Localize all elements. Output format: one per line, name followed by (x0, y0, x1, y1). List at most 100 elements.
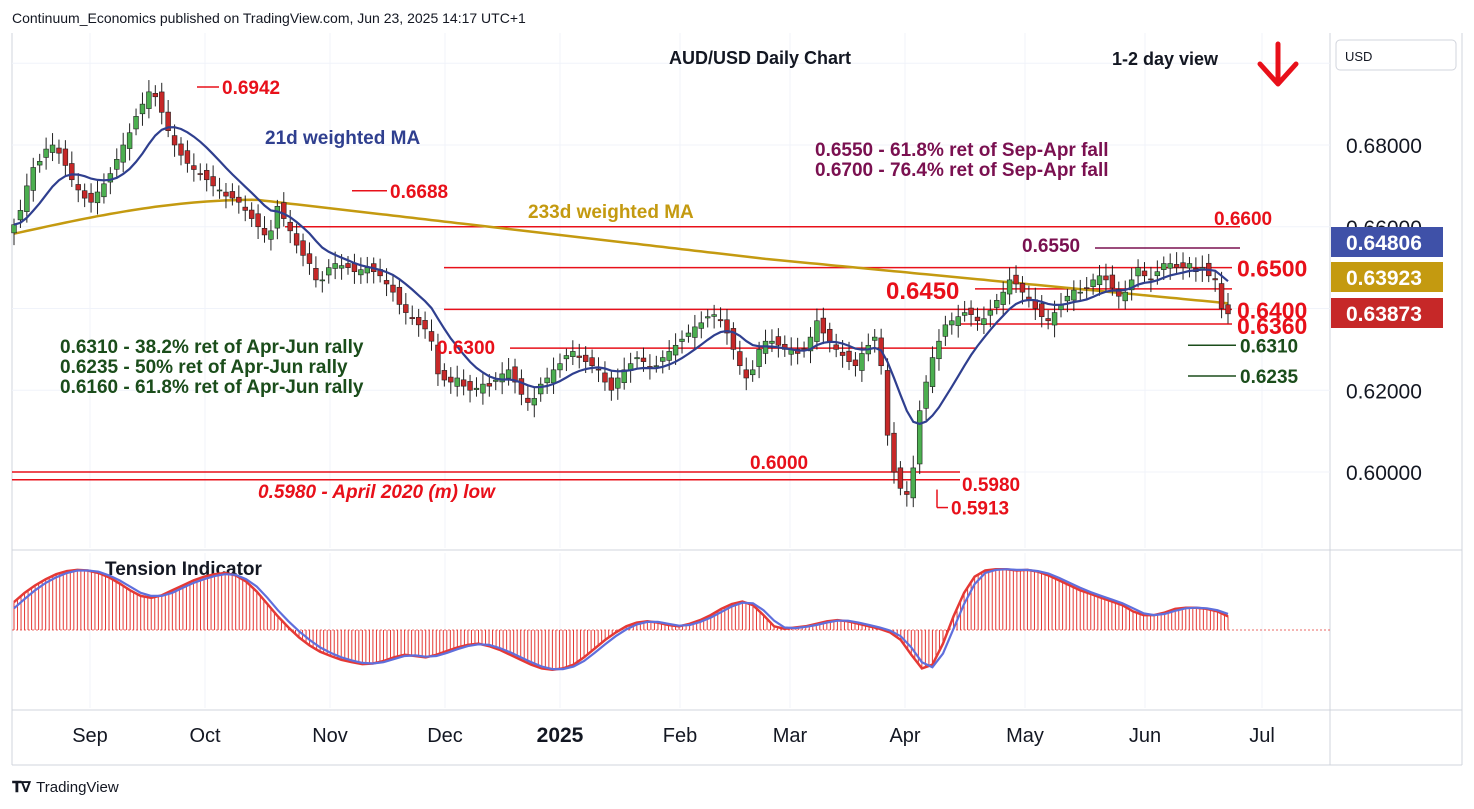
currency-box (1335, 39, 1457, 71)
candle (69, 151, 75, 187)
x-tick-label: Sep (72, 725, 108, 747)
candle-body (422, 320, 428, 330)
candle (1173, 252, 1180, 275)
candle (56, 139, 62, 164)
candle (114, 148, 120, 179)
candle-body (107, 173, 114, 183)
candle (1122, 280, 1128, 310)
ma21-line (13, 126, 1229, 426)
candle (512, 358, 518, 394)
candle (268, 219, 274, 251)
candle-body (518, 378, 525, 395)
candle (634, 351, 640, 368)
candle-body (287, 221, 293, 232)
candle-body (210, 176, 216, 187)
candle (1051, 300, 1058, 338)
x-tick-label: Mar (773, 725, 808, 747)
fib-note: 0.6550 - 61.8% ret of Sep-Apr fall (815, 140, 1109, 161)
candle (75, 173, 81, 203)
level-label: 0.6450 (886, 278, 959, 305)
candle-body (1141, 270, 1148, 277)
candle (1045, 309, 1051, 330)
candle (255, 204, 261, 240)
candle-body (396, 286, 403, 305)
candle (1090, 273, 1096, 295)
candle (660, 350, 666, 374)
down-arrow-icon (1257, 41, 1299, 87)
candle-body (1051, 312, 1058, 326)
candle (711, 304, 717, 329)
candle-body (769, 340, 775, 344)
candle-body (1064, 295, 1071, 302)
candle-body (897, 467, 904, 489)
candle-body (737, 351, 743, 367)
candle-body (236, 196, 242, 203)
support-note: 0.6310 - 38.2% ret of Apr-Jun rally (60, 337, 364, 358)
candle-body (550, 369, 557, 384)
candle-body (17, 210, 24, 221)
candle (737, 340, 743, 375)
candle-body (1212, 278, 1218, 281)
candle (608, 370, 615, 401)
candle-body (1071, 289, 1077, 301)
candle-body (43, 148, 49, 158)
candle (467, 374, 473, 403)
candle-body (326, 267, 332, 276)
candle (319, 271, 326, 293)
price-badge (1331, 227, 1443, 257)
candle (987, 299, 994, 328)
tradingview-footer[interactable]: 𝐓∇ TradingView (12, 778, 119, 797)
candle-body (358, 269, 364, 276)
candle-body (512, 366, 518, 383)
candle-body (1135, 267, 1141, 277)
candle (531, 387, 537, 418)
candle-body (390, 284, 396, 293)
candle-body (480, 383, 486, 394)
candle-body (525, 397, 531, 403)
level-label: 0.5980 (962, 475, 1020, 496)
candle-body (827, 328, 833, 342)
candle (1096, 265, 1103, 296)
candle-body (300, 240, 306, 256)
candle (480, 371, 486, 405)
candle-body (660, 357, 666, 362)
tension-line (13, 567, 1229, 671)
candle-body (1013, 274, 1019, 285)
candle-body (1154, 271, 1161, 277)
candle-body (955, 316, 961, 326)
candle-body (255, 213, 261, 228)
candle-body (608, 377, 615, 391)
candle-body (1173, 264, 1180, 268)
candle-body (120, 144, 126, 163)
candle (505, 358, 512, 386)
down-arrow-head (1257, 61, 1299, 87)
candle-body (544, 377, 550, 384)
candle-body (319, 279, 326, 282)
candle-body (904, 491, 910, 495)
peak-label: 0.6688 (390, 182, 448, 203)
candle (724, 309, 730, 345)
candle (486, 374, 493, 397)
candle-body (698, 322, 704, 329)
candle-body (203, 170, 210, 181)
candle-body (576, 355, 582, 358)
candle-body (602, 372, 608, 383)
level-label: 0.6500 (1237, 256, 1307, 282)
candle (358, 257, 364, 284)
candle-body (711, 314, 717, 317)
candle (203, 163, 210, 192)
candle (1135, 259, 1141, 288)
candle (428, 319, 435, 351)
candle-body (872, 336, 878, 341)
candle-body (197, 173, 203, 175)
candle (833, 333, 839, 358)
april-2020-low-note: 0.5980 - April 2020 (m) low (258, 482, 496, 503)
candle-body (756, 349, 762, 367)
tradingview-brand: TradingView (36, 778, 119, 796)
candle (178, 137, 184, 166)
candle (146, 80, 152, 119)
candle (216, 177, 223, 199)
candle-body (1128, 279, 1135, 291)
ma233-line (13, 198, 1229, 305)
